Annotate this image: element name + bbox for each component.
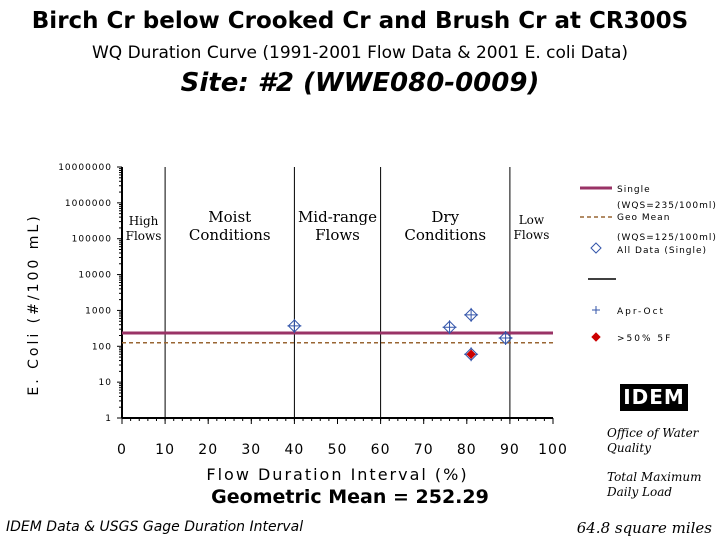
y-tick-label: 10 [99, 378, 112, 388]
x-tick-label: 40 [284, 442, 304, 458]
x-tick-label: 30 [241, 442, 261, 458]
x-tick-label: 60 [371, 442, 391, 458]
legend-over50-marker [591, 332, 601, 342]
legend-apr-oct-marker [592, 306, 600, 314]
over50-point [466, 349, 476, 359]
zone-label: Mid-range Flows [298, 208, 377, 244]
zone-label: High Flows [126, 214, 162, 243]
idem-logo-bar [620, 404, 688, 411]
legend-all-data-marker [590, 242, 602, 254]
x-tick-label: 0 [117, 442, 127, 458]
zone-label: Moist Conditions [189, 208, 271, 244]
apr-oct-point [464, 307, 479, 322]
y-tick-label: 100000 [72, 235, 112, 245]
legend-apr-oct-label: Apr-Oct [617, 307, 665, 317]
zone-label: Low Flows [514, 213, 550, 242]
legend-geomean-label: Geo Mean [617, 213, 670, 223]
apr-oct-point [498, 331, 513, 346]
legend-over50-label: >50% 5F [617, 334, 672, 344]
zone-label: Dry Conditions [404, 208, 486, 244]
tmdl-note: Total Maximum Daily Load [607, 470, 702, 499]
x-tick-label: 90 [500, 442, 520, 458]
legend-single-note: (WQS=235/100ml) [617, 201, 717, 211]
x-tick-label: 80 [457, 442, 477, 458]
geometric-mean-label: Geometric Mean = 252.29 [211, 486, 489, 508]
x-tick-label: 10 [155, 442, 175, 458]
y-tick-label: 10000 [78, 271, 112, 281]
office-note: Office of Water Quality [607, 426, 699, 455]
x-tick-label: 70 [414, 442, 434, 458]
apr-oct-point [442, 320, 457, 335]
y-tick-label: 10000000 [58, 163, 112, 173]
x-tick-label: 100 [538, 442, 568, 458]
data-source-label: IDEM Data & USGS Gage Duration Interval [6, 519, 304, 535]
y-tick-label: 1000 [85, 306, 112, 316]
x-tick-label: 20 [198, 442, 218, 458]
legend-all-data-label: All Data (Single) [617, 246, 707, 256]
chart-title: Birch Cr below Crooked Cr and Brush Cr a… [31, 8, 689, 34]
x-axis-title: Flow Duration Interval (%) [206, 465, 468, 484]
apr-oct-point [287, 318, 302, 333]
x-tick-label: 50 [328, 442, 348, 458]
legend-single-label: Single [617, 185, 651, 195]
y-axis-title: E. Coli (#/100 mL) [26, 213, 42, 395]
legend-geomean-note: (WQS=125/100ml) [617, 233, 717, 243]
y-tick-label: 1 [105, 414, 112, 424]
chart-subtitle: WQ Duration Curve (1991-2001 Flow Data &… [92, 43, 628, 63]
site-label: Site: #2 (WWE080-0009) [180, 68, 540, 98]
watershed-area-label: 64.8 square miles [576, 519, 712, 537]
y-tick-label: 1000000 [65, 199, 112, 209]
y-tick-label: 100 [92, 342, 112, 352]
